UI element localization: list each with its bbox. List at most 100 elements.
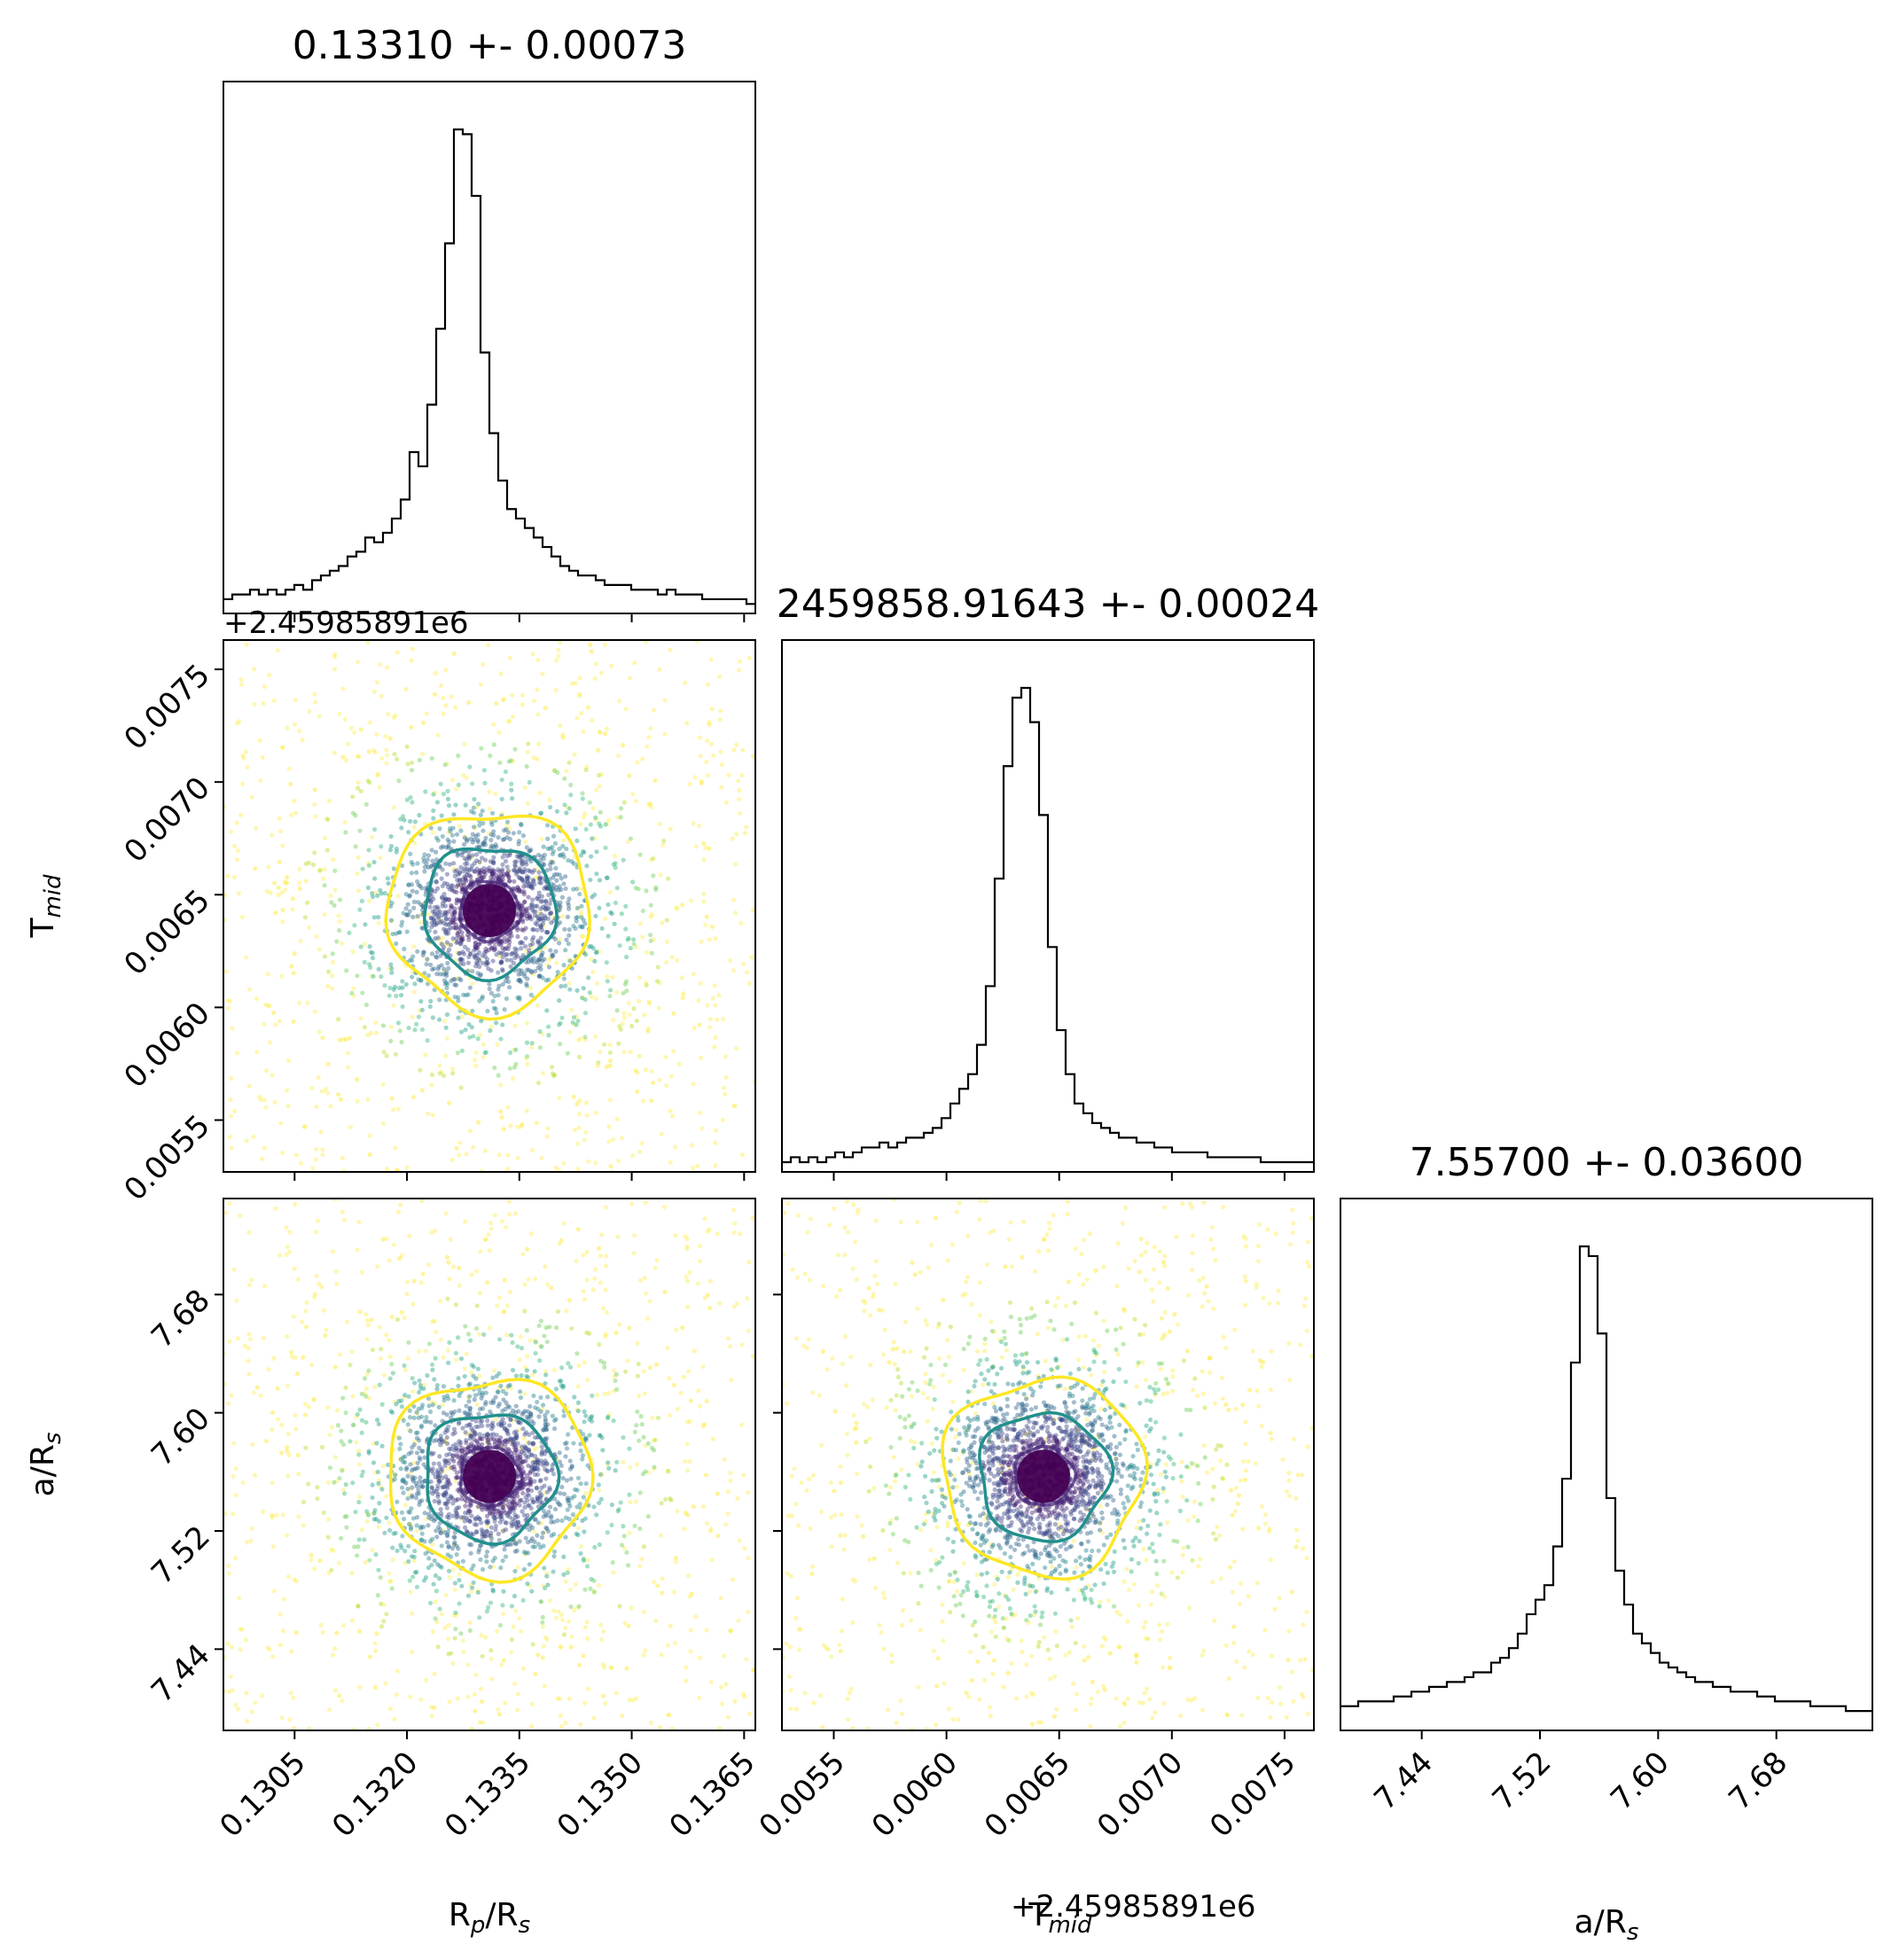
scatter-point — [442, 1394, 447, 1400]
scatter-point — [252, 701, 257, 707]
scatter-point — [357, 907, 363, 912]
scatter-point — [277, 860, 282, 865]
scatter-point — [301, 1124, 307, 1129]
scatter-point — [493, 1527, 498, 1533]
scatter-point — [594, 871, 599, 877]
scatter-point — [412, 1027, 418, 1033]
scatter-point — [517, 977, 522, 982]
scatter-point — [488, 1534, 493, 1539]
scatter-point — [244, 1540, 249, 1545]
scatter-point — [519, 940, 524, 945]
scatter-point — [435, 906, 441, 911]
scatter-point — [593, 1160, 598, 1166]
scatter-point — [478, 1436, 483, 1441]
scatter-point — [480, 1436, 485, 1442]
scatter-point — [547, 1597, 553, 1604]
scatter-point — [234, 1298, 239, 1303]
scatter-point — [225, 1641, 231, 1646]
scatter-point — [491, 948, 496, 953]
scatter-point — [564, 1446, 570, 1451]
scatter-point — [459, 1048, 465, 1053]
scatter-point — [556, 653, 561, 659]
scatter-point — [512, 1435, 518, 1441]
scatter-point — [510, 1076, 516, 1082]
scatter-point — [418, 1423, 425, 1428]
scatter-point — [512, 1047, 517, 1052]
scatter-point — [429, 1362, 435, 1367]
scatter-point — [457, 957, 463, 963]
scatter-point — [228, 829, 234, 834]
scatter-point — [446, 1622, 451, 1628]
scatter-point — [713, 1140, 718, 1145]
scatter-point — [356, 1544, 361, 1550]
scatter-point — [526, 959, 531, 964]
scatter-point — [257, 1094, 262, 1099]
scatter-point — [520, 692, 526, 698]
scatter-point — [443, 1473, 449, 1480]
scatter-point — [596, 1060, 601, 1066]
scatter-point — [449, 1496, 456, 1502]
scatter-point — [419, 903, 426, 909]
scatter-point — [233, 1555, 238, 1561]
scatter-point — [511, 1522, 516, 1527]
scatter-point — [467, 1381, 473, 1386]
scatter-point — [684, 1278, 690, 1284]
scatter-point — [499, 1517, 504, 1522]
scatter-point — [312, 691, 317, 697]
scatter-point — [566, 1497, 572, 1503]
scatter-point — [516, 972, 521, 977]
scatter-point — [537, 1479, 543, 1484]
scatter-point — [653, 886, 659, 893]
scatter-point — [332, 887, 338, 893]
scatter-point — [459, 886, 465, 891]
scatter-point — [524, 764, 529, 769]
scatter-point — [320, 1035, 325, 1041]
scatter-point — [469, 1272, 474, 1277]
scatter-point — [734, 742, 739, 747]
scatter-point — [508, 957, 513, 963]
scatter-point — [502, 1277, 507, 1283]
scatter-point — [563, 948, 568, 953]
scatter-point — [399, 1309, 404, 1316]
scatter-point — [444, 1477, 450, 1482]
scatter-point — [524, 1354, 530, 1359]
scatter-point — [571, 924, 576, 929]
scatter-point — [503, 1554, 509, 1559]
scatter-point — [421, 1578, 427, 1583]
scatter-point — [463, 1219, 468, 1224]
scatter-point — [443, 861, 449, 866]
scatter-point — [396, 778, 402, 784]
scatter-point — [472, 861, 477, 866]
scatter-point — [467, 764, 473, 769]
scatter-point — [496, 1295, 503, 1300]
scatter-point — [392, 1476, 397, 1482]
scatter-point — [611, 1018, 616, 1023]
scatter-point — [370, 956, 376, 961]
scatter-point — [671, 1011, 676, 1016]
scatter-point — [575, 1037, 582, 1043]
scatter-point — [485, 961, 491, 966]
scatter-point — [479, 1395, 484, 1401]
scatter-point — [373, 1020, 379, 1026]
scatter-point — [406, 912, 411, 918]
scatter-point — [408, 957, 413, 963]
scatter-point — [531, 755, 536, 761]
scatter-point — [720, 1117, 725, 1123]
scatter-point — [506, 874, 512, 880]
scatter-point — [527, 1503, 532, 1508]
scatter-point — [359, 898, 364, 903]
scatter-point — [589, 1418, 595, 1424]
scatter-point — [465, 870, 470, 875]
scatter-point — [463, 875, 468, 880]
scatter-point — [539, 916, 545, 921]
scatter-point — [332, 750, 337, 756]
scatter-point — [740, 1691, 746, 1697]
scatter-point — [487, 1325, 493, 1331]
scatter-point — [280, 1628, 286, 1634]
scatter-point — [281, 1597, 287, 1602]
scatter-point — [558, 1503, 563, 1508]
scatter-point — [378, 855, 383, 861]
scatter-point — [520, 1459, 525, 1464]
scatter-point — [394, 849, 399, 855]
scatter-point — [373, 1516, 379, 1522]
